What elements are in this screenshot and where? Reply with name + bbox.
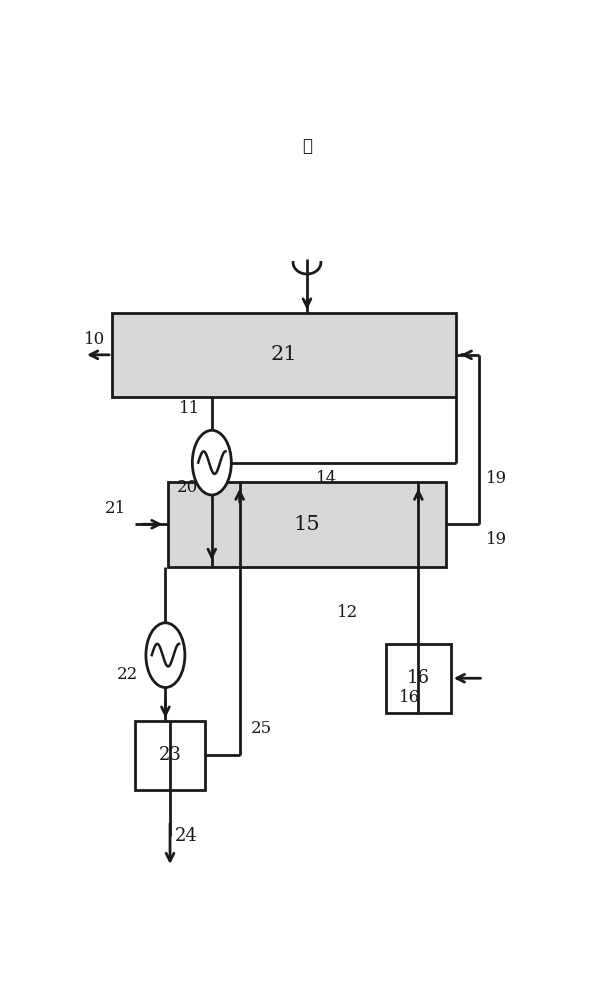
Text: 14: 14 <box>316 470 337 487</box>
Bar <box>112 312 455 397</box>
Text: 22: 22 <box>117 666 138 683</box>
Text: 19: 19 <box>486 470 507 487</box>
Text: 20: 20 <box>177 479 198 496</box>
Text: 24: 24 <box>175 827 198 845</box>
Text: 16: 16 <box>407 669 430 687</box>
Text: 图: 图 <box>302 138 312 155</box>
Bar <box>168 482 446 567</box>
Text: 16: 16 <box>398 689 420 706</box>
Text: 19: 19 <box>486 531 507 548</box>
Circle shape <box>192 430 231 495</box>
Text: 23: 23 <box>159 746 181 764</box>
Bar <box>135 721 205 790</box>
Bar <box>386 644 451 713</box>
Text: 21: 21 <box>271 345 297 364</box>
Text: 10: 10 <box>84 331 105 348</box>
Text: 15: 15 <box>294 515 320 534</box>
Text: 11: 11 <box>179 400 201 417</box>
Text: 25: 25 <box>252 720 273 737</box>
Text: 12: 12 <box>337 604 358 621</box>
Text: 21: 21 <box>105 500 126 517</box>
Circle shape <box>146 623 185 687</box>
